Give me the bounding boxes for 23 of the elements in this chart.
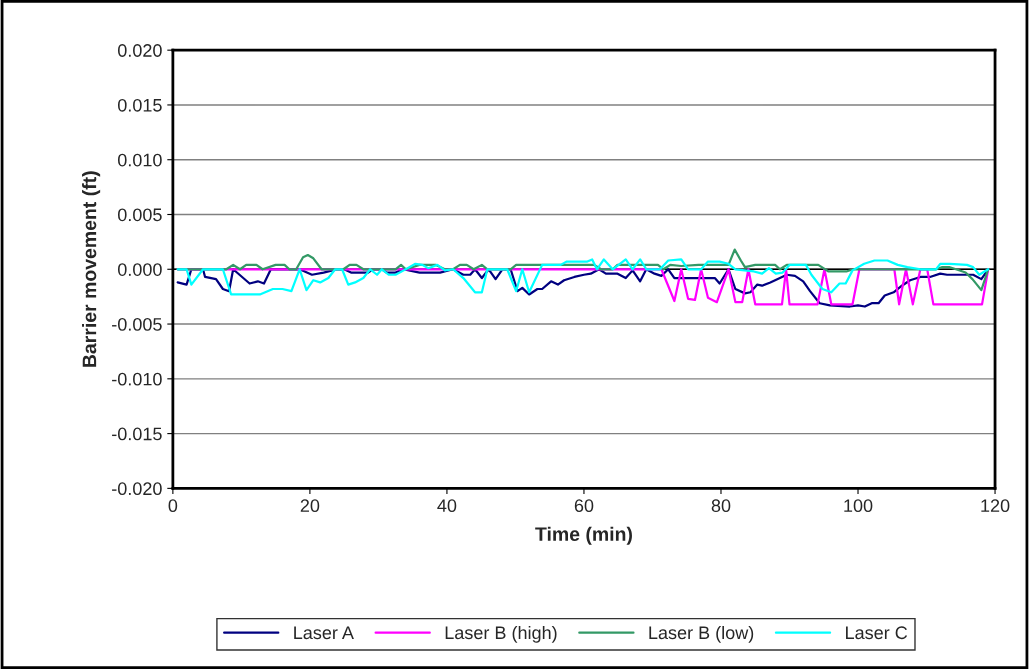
x-axis-title: Time (min) <box>535 526 632 545</box>
x-tick-label: 100 <box>844 499 873 513</box>
y-tick-label: 0.015 <box>117 98 162 112</box>
y-tick-label: -0.005 <box>112 317 162 331</box>
legend-label: Laser A <box>294 626 354 640</box>
line-series <box>176 258 990 296</box>
x-tick-label: 20 <box>300 499 320 513</box>
x-tick-label: 60 <box>574 499 594 513</box>
y-tick-label: 0.010 <box>117 153 162 167</box>
x-tick-label: 40 <box>437 499 457 513</box>
x-tick-label: 120 <box>981 499 1010 513</box>
y-tick-label: -0.010 <box>112 372 162 386</box>
y-tick-label: 0.000 <box>117 263 162 276</box>
y-axis-title: Barrier movement (ft) <box>82 171 101 367</box>
y-tick-label: -0.015 <box>112 427 162 441</box>
y-tick-label: 0.005 <box>117 208 162 222</box>
y-tick-label: -0.020 <box>112 482 162 496</box>
legend-label: Laser B (high) <box>445 625 557 643</box>
y-tick-label: 0.020 <box>117 44 162 57</box>
legend-label: Laser B (low) <box>649 625 754 643</box>
legend-label: Laser C <box>846 626 908 640</box>
x-tick-label: 0 <box>168 499 178 513</box>
x-tick-label: 80 <box>711 499 731 513</box>
